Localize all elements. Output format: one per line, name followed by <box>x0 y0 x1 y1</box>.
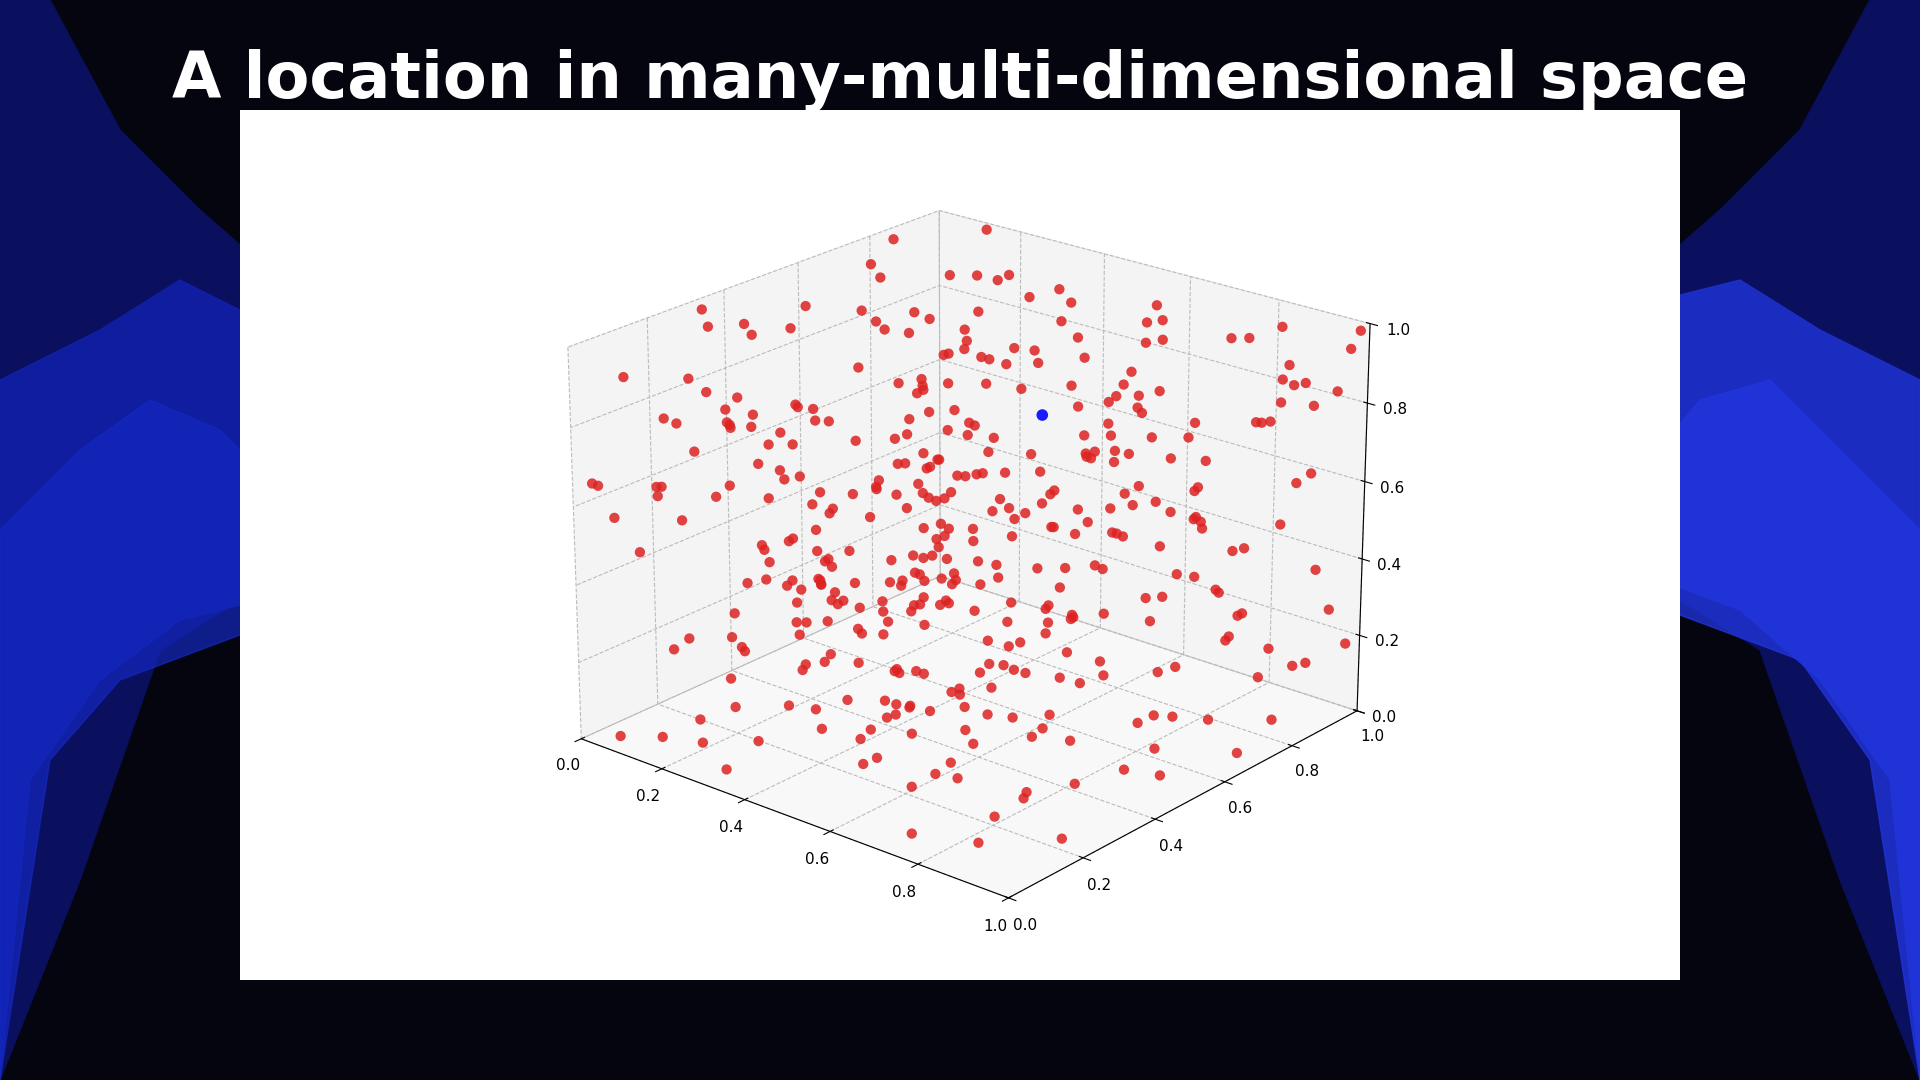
Polygon shape <box>1611 380 1920 1080</box>
Polygon shape <box>1571 280 1920 1080</box>
Polygon shape <box>0 0 349 1080</box>
Bar <box>240 110 1680 980</box>
Polygon shape <box>1559 0 1920 1080</box>
Text: A location in many-multi-dimensional space: A location in many-multi-dimensional spa… <box>173 49 1747 111</box>
Polygon shape <box>0 280 349 1080</box>
Polygon shape <box>0 400 309 1080</box>
